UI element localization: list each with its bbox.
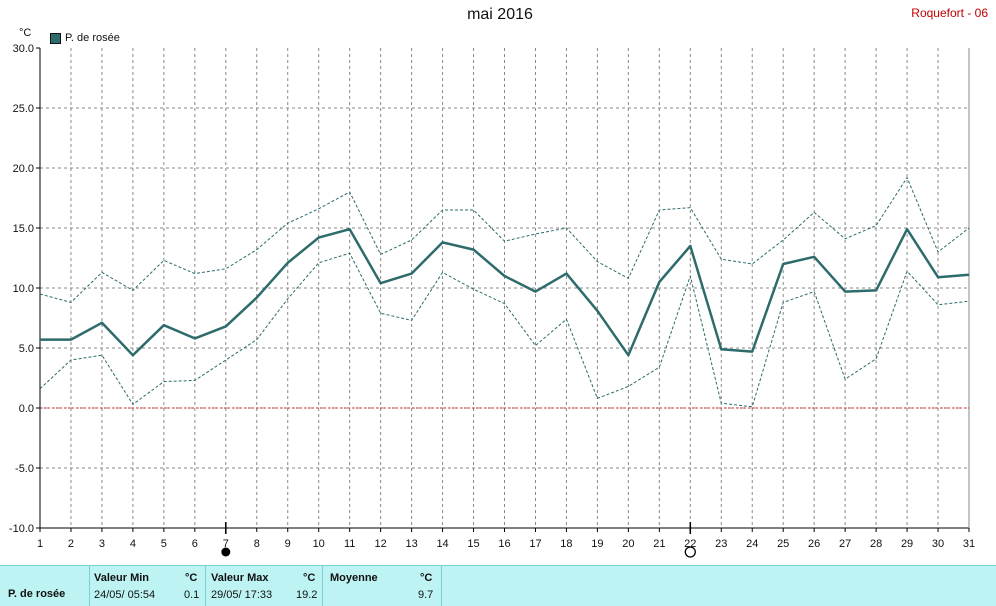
x-tick-label: 29 xyxy=(901,538,913,550)
y-tick-label: 10.0 xyxy=(13,283,34,295)
grid xyxy=(40,48,969,528)
stats-mean-cell: Moyenne °C 9.7 xyxy=(322,566,442,606)
x-tick-label: 31 xyxy=(963,538,975,550)
y-axis-unit: °C xyxy=(19,27,32,39)
stats-min-date: 24/05/ 05:54 xyxy=(94,589,156,601)
x-tick-label: 12 xyxy=(375,538,387,550)
stats-mean-value: 9.7 xyxy=(418,589,434,601)
x-tick-label: 13 xyxy=(405,538,417,550)
stats-min-value: 0.1 xyxy=(184,589,200,601)
y-tick-label: 15.0 xyxy=(13,223,34,235)
y-tick-label: 20.0 xyxy=(13,163,34,175)
stats-mean-unit: °C xyxy=(420,572,433,584)
x-tick-label: 9 xyxy=(285,538,291,550)
stats-min-header: Valeur Min xyxy=(94,572,150,584)
y-tick-label: 0.0 xyxy=(19,403,34,415)
legend-swatch xyxy=(50,32,61,44)
stats-max-header: Valeur Max xyxy=(211,572,269,584)
x-tick-label: 3 xyxy=(99,538,105,550)
full-moon-icon xyxy=(221,547,231,557)
chart-title: mai 2016 xyxy=(467,6,533,23)
station-label: Roquefort - 06 xyxy=(911,6,988,20)
x-tick-label: 17 xyxy=(529,538,541,550)
legend: P. de rosée xyxy=(50,32,120,44)
x-tick-label: 19 xyxy=(591,538,603,550)
x-tick-label: 7 xyxy=(223,538,229,550)
series-min-line xyxy=(39,252,970,408)
x-tick-label: 4 xyxy=(130,538,136,550)
y-tick-label: -5.0 xyxy=(15,463,34,475)
series xyxy=(39,177,970,408)
x-tick-label: 11 xyxy=(344,538,355,550)
y-tick-label: 30.0 xyxy=(13,43,34,55)
x-tick-label: 8 xyxy=(254,538,260,550)
stats-footer: P. de rosée Valeur Min °C 24/05/ 05:54 0… xyxy=(0,565,996,606)
x-tick-label: 16 xyxy=(498,538,510,550)
x-tick-label: 10 xyxy=(313,538,325,550)
x-tick-label: 20 xyxy=(622,538,634,550)
series-mean-line xyxy=(40,227,970,357)
chart-plot: 30.025.020.015.010.05.00.0-5.0-10.01 2 3 4 5… xyxy=(9,43,975,558)
x-tick-label: 1 xyxy=(37,538,43,550)
x-tick-label: 22 xyxy=(684,538,696,550)
x-tick-label: 6 xyxy=(192,538,198,550)
y-tick-label: 5.0 xyxy=(19,343,34,355)
y-tick-label: -10.0 xyxy=(9,523,34,535)
x-tick-label: 24 xyxy=(746,538,758,550)
x-tick-label: 18 xyxy=(560,538,572,550)
ticks: 30.025.020.015.010.05.00.0-5.0-10.01 2 3 4 5… xyxy=(9,43,975,550)
stats-min-cell: Valeur Min °C 24/05/ 05:54 0.1 xyxy=(89,566,206,606)
x-tick-label: 27 xyxy=(839,538,851,550)
stats-row-label-cell: P. de rosée xyxy=(0,566,90,606)
x-tick-label: 5 xyxy=(161,538,167,550)
series-max-line xyxy=(39,177,970,303)
x-tick-label: 28 xyxy=(870,538,882,550)
axes xyxy=(36,47,970,532)
x-tick-label: 30 xyxy=(932,538,944,550)
x-tick-label: 26 xyxy=(808,538,820,550)
x-tick-label: 2 xyxy=(68,538,74,550)
stats-mean-header: Moyenne xyxy=(330,572,378,584)
new-moon-icon xyxy=(684,546,696,558)
x-tick-label: 21 xyxy=(653,538,665,550)
x-tick-label: 25 xyxy=(777,538,789,550)
stats-min-unit: °C xyxy=(185,572,198,584)
stats-max-cell: Valeur Max °C 29/05/ 17:33 19.2 xyxy=(205,566,323,606)
x-tick-label: 14 xyxy=(436,538,448,550)
x-tick-label: 23 xyxy=(715,538,727,550)
x-tick-label: 15 xyxy=(467,538,479,550)
y-tick-label: 25.0 xyxy=(13,103,34,115)
stats-row-label: P. de rosée xyxy=(8,588,66,600)
stats-max-unit: °C xyxy=(303,572,316,584)
stats-max-date: 29/05/ 17:33 xyxy=(211,589,273,601)
markers xyxy=(221,522,696,558)
legend-label: P. de rosée xyxy=(65,32,120,44)
stats-max-value: 19.2 xyxy=(296,589,318,601)
